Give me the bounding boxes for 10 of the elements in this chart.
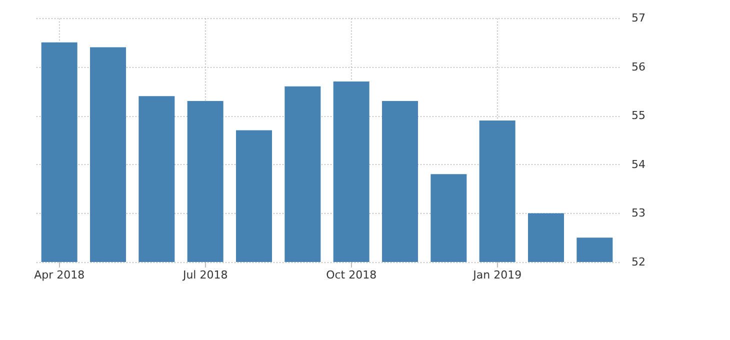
x-tick-label: Apr 2018 [34, 268, 85, 282]
x-tick-label: Oct 2018 [326, 268, 377, 282]
x-tick-label: Jan 2019 [472, 268, 522, 282]
y-tick-label: 54 [632, 158, 646, 171]
y-tick-label: 55 [632, 109, 646, 122]
x-tick-label: Jul 2018 [182, 268, 228, 282]
y-tick-label: 52 [632, 256, 646, 268]
y-tick-label: 56 [632, 60, 646, 74]
y-tick-label: 57 [632, 12, 646, 24]
y-tick-label: 53 [632, 206, 646, 220]
